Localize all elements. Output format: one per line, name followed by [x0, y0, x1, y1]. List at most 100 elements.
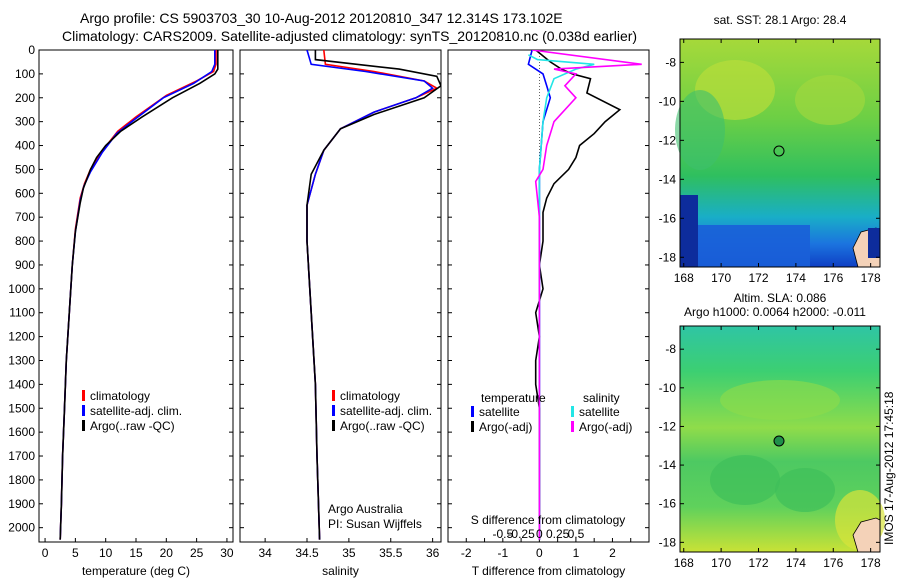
x-tick-label: 35.5 — [379, 546, 403, 560]
credit-annotation: PI: Susan Wijffels — [328, 517, 422, 531]
x-tick-label: 5 — [72, 546, 79, 560]
series-line — [534, 50, 622, 540]
x-tick-label: 35 — [342, 546, 356, 560]
legend-title: salinity — [583, 391, 620, 405]
y-tick-label: 1800 — [8, 473, 35, 487]
x-tick-label: 30 — [220, 546, 234, 560]
sla-map-light-patch — [720, 380, 840, 420]
y-tick-label: 1500 — [8, 401, 35, 415]
map-title: Altim. SLA: 0.086 — [734, 291, 827, 305]
legend-swatch — [82, 420, 85, 431]
y-tick-label: -10 — [659, 381, 677, 395]
sst-map-warm-patch-2 — [795, 75, 865, 125]
map-title: sat. SST: 28.1 Argo: 28.4 — [714, 13, 847, 27]
sst-map-cold-edge — [680, 195, 698, 267]
x-axis-label: salinity — [322, 564, 359, 578]
x-tick-label: 174 — [786, 271, 806, 285]
x-tick-label: 0 — [42, 546, 49, 560]
y-tick-label: -12 — [659, 419, 677, 433]
credit-annotation: Argo Australia — [328, 502, 403, 516]
map-frame — [679, 325, 881, 553]
y-tick-label: 0 — [28, 43, 35, 57]
x-tick-label: 1 — [573, 546, 580, 560]
x-tick-label: 178 — [861, 556, 881, 570]
legend-swatch — [332, 420, 335, 431]
x-axis-label: temperature (deg C) — [82, 564, 190, 578]
legend-swatch — [471, 421, 474, 432]
y-tick-label: 1000 — [8, 282, 35, 296]
legend-entry: satellite — [579, 405, 620, 419]
legend-entry: climatology — [90, 389, 150, 403]
series-line — [531, 50, 642, 540]
legend-swatch — [571, 406, 574, 417]
x-tick-label: 25 — [190, 546, 204, 560]
x-tick-label: 34 — [258, 546, 272, 560]
sst-map-cold-band — [680, 225, 810, 267]
secondary-axis-label: S difference from climatology — [471, 513, 626, 527]
legend-swatch — [332, 405, 335, 416]
figure-title-line1: Argo profile: CS 5903703_30 10-Aug-2012 … — [80, 10, 563, 26]
y-tick-label: -18 — [659, 535, 677, 549]
x-tick-label: 172 — [748, 271, 768, 285]
y-tick-label: 1900 — [8, 497, 35, 511]
y-tick-label: 1200 — [8, 330, 35, 344]
y-tick-label: 700 — [15, 210, 35, 224]
legend-entry: Argo(-adj) — [479, 420, 532, 434]
legend-swatch — [571, 421, 574, 432]
sst-map-cool-patch — [675, 90, 725, 170]
sla-map-dark-patch-2 — [775, 468, 835, 512]
x-tick-label: 0 — [536, 546, 543, 560]
figure-title-line2: Climatology: CARS2009. Satellite-adjuste… — [62, 28, 638, 44]
y-tick-label: 600 — [15, 186, 35, 200]
y-tick-label: 1300 — [8, 353, 35, 367]
x-tick-label: 20 — [160, 546, 174, 560]
series-line — [306, 50, 441, 540]
y-tick-label: 900 — [15, 258, 35, 272]
y-tick-label: -14 — [659, 458, 677, 472]
x-tick-label: 168 — [674, 556, 694, 570]
secondary-tick-label: -0.5 — [492, 527, 513, 541]
series-line — [59, 50, 216, 540]
secondary-tick-label: 0.25 — [546, 527, 570, 541]
y-tick-label: 100 — [15, 67, 35, 81]
x-tick-label: 10 — [99, 546, 113, 560]
x-tick-label: -1 — [497, 546, 508, 560]
secondary-tick-label: 0.5 — [568, 527, 585, 541]
temperature-profile-panel: 0 5 10 15 20 25 30 temperature (deg C) 0 100 200 30… — [8, 43, 234, 578]
y-tick-label: -8 — [665, 55, 676, 69]
x-tick-label: 170 — [711, 556, 731, 570]
series-line — [306, 50, 434, 540]
series-line — [306, 50, 439, 540]
x-tick-label: 34.5 — [295, 546, 319, 560]
sla-map-panel: 168 170 172 174 176 178 -8 -10 -12 -14 -16 -18 Altim… — [659, 291, 885, 570]
y-tick-label: 2000 — [8, 521, 35, 535]
sla-map-dark-patch — [710, 455, 780, 505]
x-tick-label: 36 — [426, 546, 440, 560]
y-tick-label: -16 — [659, 211, 677, 225]
x-tick-label: 178 — [861, 271, 881, 285]
legend-entry: satellite-adj. clim. — [90, 404, 182, 418]
y-tick-label: 1100 — [9, 306, 35, 320]
panel-frame — [239, 49, 442, 543]
x-tick-label: 170 — [711, 271, 731, 285]
y-tick-label: -14 — [659, 172, 677, 186]
difference-panel: -2 -1 0 1 2 T difference from climatology temp… — [447, 49, 650, 578]
y-tick-label: -10 — [659, 94, 677, 108]
legend-entry: satellite — [479, 405, 520, 419]
y-tick-label: 300 — [15, 115, 35, 129]
legend-entry: climatology — [340, 389, 400, 403]
map-subtitle: Argo h1000: 0.0064 h2000: -0.011 — [684, 305, 866, 319]
legend-entry: satellite-adj. clim. — [340, 404, 432, 418]
panel-frame — [447, 49, 650, 543]
legend-entry: Argo(..raw -QC) — [90, 419, 175, 433]
sst-map-navy-corner — [868, 228, 880, 258]
y-tick-label: 1400 — [8, 377, 35, 391]
legend-swatch — [471, 406, 474, 417]
sst-map-argo-marker — [773, 145, 785, 157]
legend-swatch — [82, 405, 85, 416]
x-axis-label: T difference from climatology — [472, 564, 626, 578]
y-tick-label: 200 — [15, 91, 35, 105]
side-stamp: IMOS 17-Aug-2012 17:45:18 — [882, 391, 896, 545]
y-tick-label: 1600 — [8, 425, 35, 439]
